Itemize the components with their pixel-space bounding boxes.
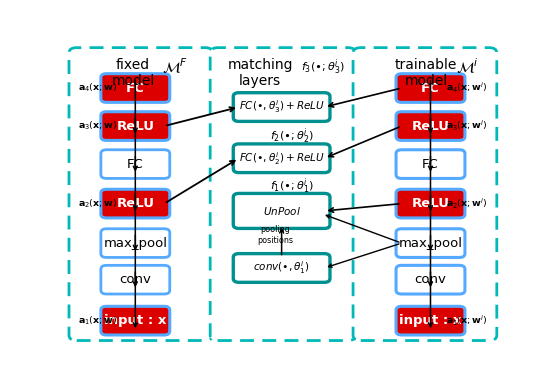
Text: matching
layers: matching layers (227, 58, 293, 88)
FancyBboxPatch shape (101, 150, 170, 179)
Text: $\mathbf{a}_2(\mathbf{x};\mathbf{w})$: $\mathbf{a}_2(\mathbf{x};\mathbf{w})$ (78, 197, 118, 210)
Text: FC: FC (422, 158, 439, 171)
Text: $\mathcal{M}^i$: $\mathcal{M}^i$ (456, 56, 479, 76)
Text: $\mathcal{M}^F$: $\mathcal{M}^F$ (162, 56, 188, 76)
Text: FC: FC (126, 82, 145, 95)
Text: pooling
positions: pooling positions (257, 225, 293, 245)
Text: $\mathbf{a}_1(\mathbf{x};\mathbf{w}^i)$: $\mathbf{a}_1(\mathbf{x};\mathbf{w}^i)$ (445, 314, 487, 328)
Text: max_pool: max_pool (399, 237, 463, 250)
FancyBboxPatch shape (69, 48, 213, 340)
FancyBboxPatch shape (101, 229, 170, 257)
FancyBboxPatch shape (233, 144, 330, 173)
FancyBboxPatch shape (396, 74, 465, 102)
Text: ReLU: ReLU (116, 120, 155, 133)
Text: input : x: input : x (104, 314, 167, 327)
Text: fixed
model: fixed model (112, 58, 155, 88)
Text: FC: FC (127, 158, 144, 171)
FancyBboxPatch shape (101, 306, 170, 335)
Text: $conv(\bullet, \theta_1^i)$: $conv(\bullet, \theta_1^i)$ (253, 260, 310, 276)
Text: $\mathbf{a}_4(\mathbf{x};\mathbf{w})$: $\mathbf{a}_4(\mathbf{x};\mathbf{w})$ (78, 82, 118, 94)
Text: $f_1(\bullet;\theta_1^i)$: $f_1(\bullet;\theta_1^i)$ (270, 176, 314, 196)
Text: $f_2(\bullet;\theta_2^i)$: $f_2(\bullet;\theta_2^i)$ (270, 127, 314, 146)
FancyBboxPatch shape (233, 253, 330, 282)
FancyBboxPatch shape (101, 74, 170, 102)
FancyBboxPatch shape (233, 193, 330, 228)
FancyBboxPatch shape (396, 112, 465, 140)
FancyBboxPatch shape (233, 93, 330, 121)
Text: FC: FC (421, 82, 440, 95)
Text: trainable
model: trainable model (395, 58, 458, 88)
Text: $\mathbf{a}_3(\mathbf{x};\mathbf{w}^i)$: $\mathbf{a}_3(\mathbf{x};\mathbf{w}^i)$ (445, 119, 487, 133)
Text: $\mathbf{a}_1(\mathbf{x};\mathbf{w})$: $\mathbf{a}_1(\mathbf{x};\mathbf{w})$ (78, 314, 118, 327)
FancyBboxPatch shape (101, 112, 170, 140)
FancyBboxPatch shape (101, 265, 170, 294)
Text: $\mathbf{a}_3(\mathbf{x};\mathbf{w})$: $\mathbf{a}_3(\mathbf{x};\mathbf{w})$ (78, 120, 118, 132)
FancyBboxPatch shape (396, 189, 465, 218)
Text: conv: conv (415, 273, 447, 286)
FancyBboxPatch shape (210, 48, 355, 340)
FancyBboxPatch shape (396, 229, 465, 257)
Text: $\mathbf{a}_4(\mathbf{x};\mathbf{w}^i)$: $\mathbf{a}_4(\mathbf{x};\mathbf{w}^i)$ (445, 81, 487, 95)
FancyBboxPatch shape (396, 306, 465, 335)
FancyBboxPatch shape (396, 150, 465, 179)
Text: input : x: input : x (399, 314, 461, 327)
FancyBboxPatch shape (101, 189, 170, 218)
Text: $FC(\bullet, \theta_3^i) + ReLU$: $FC(\bullet, \theta_3^i) + ReLU$ (238, 99, 325, 116)
Text: ReLU: ReLU (411, 120, 449, 133)
Text: $f_3(\bullet;\theta_3^i)$: $f_3(\bullet;\theta_3^i)$ (301, 58, 345, 78)
Text: $FC(\bullet, \theta_2^i) + ReLU$: $FC(\bullet, \theta_2^i) + ReLU$ (238, 150, 325, 167)
Text: conv: conv (119, 273, 151, 286)
Text: $UnPool$: $UnPool$ (263, 205, 301, 217)
Text: max_pool: max_pool (103, 237, 167, 250)
FancyBboxPatch shape (396, 265, 465, 294)
Text: ReLU: ReLU (411, 197, 449, 210)
Text: $\mathbf{a}_2(\mathbf{x};\mathbf{w}^i)$: $\mathbf{a}_2(\mathbf{x};\mathbf{w}^i)$ (445, 196, 487, 211)
FancyBboxPatch shape (353, 48, 497, 340)
Text: ReLU: ReLU (116, 197, 155, 210)
